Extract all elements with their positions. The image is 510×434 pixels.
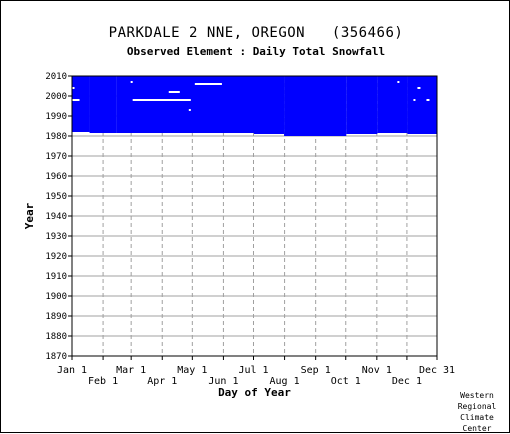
station-title: PARKDALE 2 NNE, OREGON (356466) [108,25,404,41]
element-title: Observed Element : Daily Total Snowfall [126,45,386,58]
x-tick-label: May 1 [177,365,207,376]
y-tick-label: 1970 [45,152,67,162]
missing-gap [417,87,421,89]
credit-line: Western [460,391,494,400]
x-tick-label: Jan 1 [57,365,87,376]
x-tick-label: Aug 1 [270,376,300,387]
y-tick-label: 1900 [45,292,67,302]
missing-gap [397,81,400,83]
missing-gap [413,99,416,101]
x-tick-label: Jun 1 [208,376,238,387]
data-block [253,76,285,134]
x-tick-label: Oct 1 [331,376,361,387]
x-tick-label: Dec 31 [419,365,455,376]
y-tick-label: 1940 [45,212,67,222]
x-tick-label: Mar 1 [116,365,146,376]
missing-gap [132,99,191,101]
y-tick-label: 1890 [45,312,67,322]
y-tick-label: 1920 [45,252,67,262]
data-block [71,76,90,132]
y-tick-label: 1960 [45,172,67,182]
credit-line: Regional [457,402,497,411]
data-block [377,76,408,133]
y-tick-label: 1880 [45,332,67,342]
data-block [407,76,438,134]
x-tick-label: Apr 1 [147,376,177,387]
missing-gap [194,83,222,85]
x-axis-label: Day of Year [218,386,291,399]
missing-gap [71,87,75,89]
x-tick-label: Jul 1 [238,365,268,376]
missing-gap [188,109,191,111]
missing-gap [72,99,80,101]
credit-line: Center [462,424,492,433]
data-block [346,76,378,134]
credit-line: Climate [460,413,494,422]
data-block [116,76,254,133]
y-tick-label: 1870 [45,352,67,362]
y-tick-label: 1990 [45,112,67,122]
x-tick-label: Dec 1 [392,376,422,387]
y-tick-label: 1950 [45,192,67,202]
data-block [89,76,117,133]
y-tick-label: 2000 [45,92,67,102]
x-tick-label: Nov 1 [362,365,392,376]
credit: Western Regional Climate Center [453,390,501,434]
y-tick-label: 2010 [45,72,67,82]
missing-gap [168,91,180,93]
x-tick-label: Sep 1 [301,365,331,376]
y-axis-label: Year [23,202,36,229]
missing-gap [130,81,133,83]
missing-gap [426,99,430,101]
y-tick-label: 1910 [45,272,67,282]
y-tick-label: 1980 [45,132,67,142]
data-block [284,76,347,136]
y-tick-label: 1930 [45,232,67,242]
x-tick-label: Feb 1 [88,376,118,387]
